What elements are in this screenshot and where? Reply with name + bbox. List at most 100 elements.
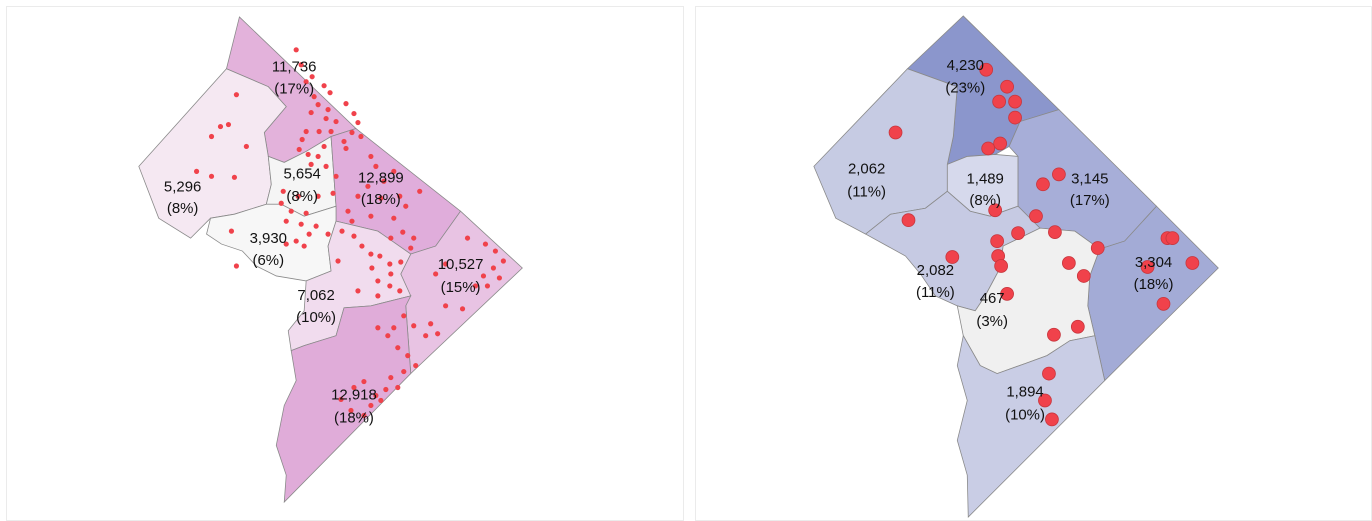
incident-dot	[988, 203, 1003, 218]
incident-dot	[208, 133, 215, 140]
region-pct-north-east: (17%)	[1070, 192, 1110, 209]
incident-dot	[1000, 79, 1014, 94]
incident-dot	[375, 293, 381, 299]
incident-dot	[321, 83, 327, 89]
incident-dot	[401, 313, 407, 319]
incident-dot	[355, 288, 361, 294]
incident-dot	[1185, 256, 1200, 270]
incident-dot	[411, 235, 417, 241]
incident-dot	[443, 303, 449, 309]
incident-dot	[355, 119, 361, 126]
incident-dot	[228, 228, 235, 234]
incident-dot	[1008, 110, 1022, 125]
incident-dot	[293, 47, 299, 53]
incident-dot	[443, 261, 449, 267]
incident-dot	[225, 121, 232, 128]
incident-dot	[208, 173, 215, 179]
incident-dot	[397, 288, 403, 294]
incident-dot	[323, 115, 329, 122]
incident-dot	[315, 193, 321, 199]
incident-dot	[351, 233, 357, 239]
incident-dot	[395, 384, 401, 391]
incident-dot	[1000, 287, 1014, 301]
region-pct-mid-south: (10%)	[296, 309, 336, 326]
incident-dot	[1045, 412, 1059, 427]
incident-dot	[231, 174, 238, 180]
incident-dot	[990, 234, 1005, 248]
incident-dot	[299, 136, 305, 143]
map-panel-right: 4,230 (23%) 2,062 (11%) 1,489 (8%) 3,145…	[695, 6, 1372, 521]
incident-dot	[327, 90, 333, 96]
map-panel-left: 11,736 (17%) 5,296 (8%) 5,654 (8%) 12,89…	[6, 6, 684, 521]
incident-dot	[992, 94, 1007, 109]
incident-dot	[303, 210, 309, 216]
region-count-mid-south: 7,062	[297, 287, 334, 304]
region-count-south-west: 2,082	[917, 262, 954, 279]
incident-dot	[994, 259, 1008, 273]
region-pct-south-west: (11%)	[916, 284, 955, 301]
incident-dot	[351, 384, 357, 391]
incident-dot	[349, 129, 355, 136]
region-count-west: 2,062	[848, 160, 885, 177]
incident-dot	[349, 218, 355, 224]
incident-dot	[325, 107, 331, 113]
incident-dot	[283, 241, 289, 247]
incident-dot	[361, 378, 367, 385]
incident-dot	[295, 193, 301, 199]
incident-dot	[1011, 226, 1025, 240]
incident-dot	[388, 374, 394, 381]
incident-dot	[979, 62, 994, 77]
incident-dot	[301, 243, 307, 249]
incident-dot	[484, 283, 491, 289]
incident-dot	[278, 200, 284, 206]
incident-dot	[375, 325, 381, 331]
incident-dot	[306, 231, 312, 237]
incident-dot	[378, 397, 384, 404]
incident-dot	[482, 241, 489, 247]
incident-dot	[387, 261, 393, 267]
incident-dot	[328, 128, 334, 135]
incident-dot	[351, 110, 357, 117]
dots-layer-right	[888, 62, 1200, 427]
incident-dot	[217, 123, 224, 130]
incident-dot	[417, 188, 423, 194]
incident-dot	[355, 193, 361, 199]
region-pct-mid-south: (3%)	[976, 313, 1008, 330]
incident-dot	[1008, 94, 1022, 109]
incident-dot	[369, 265, 375, 271]
region-pct-center: (8%)	[969, 192, 1001, 209]
incident-dot	[888, 125, 903, 140]
incident-dot	[378, 195, 384, 201]
region-pct-north: (17%)	[274, 81, 314, 98]
incident-dot	[293, 238, 299, 244]
incident-dot	[1029, 209, 1043, 224]
region-count-south-west: 3,930	[250, 230, 287, 247]
incident-dot	[375, 278, 381, 284]
region-count-north-east: 3,145	[1071, 170, 1108, 187]
incident-dot	[401, 368, 407, 375]
incident-dot	[298, 221, 304, 227]
incident-dot	[1156, 296, 1171, 311]
region-count-center: 1,489	[966, 170, 1003, 187]
region-pct-west: (8%)	[167, 200, 199, 217]
labels-left: 11,736 (17%) 5,296 (8%) 5,654 (8%) 12,89…	[164, 59, 483, 427]
choropleth-map-right: 4,230 (23%) 2,062 (11%) 1,489 (8%) 3,145…	[813, 15, 1219, 518]
incident-dot	[339, 228, 345, 234]
incident-dot	[993, 136, 1008, 151]
incident-dot	[496, 275, 502, 281]
incident-dot	[358, 133, 364, 140]
incident-dot	[500, 258, 506, 264]
incident-dot	[373, 392, 379, 399]
incident-dot	[391, 168, 397, 174]
incident-dot	[1165, 231, 1180, 245]
incident-dot	[309, 74, 315, 80]
region-south[interactable]	[956, 334, 1106, 518]
region-pct-center: (8%)	[286, 188, 318, 205]
incident-dot	[1047, 327, 1061, 342]
incident-dot	[313, 223, 319, 229]
incident-dot	[233, 92, 240, 98]
incident-dot	[233, 263, 240, 269]
incident-dot	[316, 128, 322, 135]
dots-layer-left	[193, 47, 506, 418]
region-pct-west: (11%)	[847, 183, 886, 200]
